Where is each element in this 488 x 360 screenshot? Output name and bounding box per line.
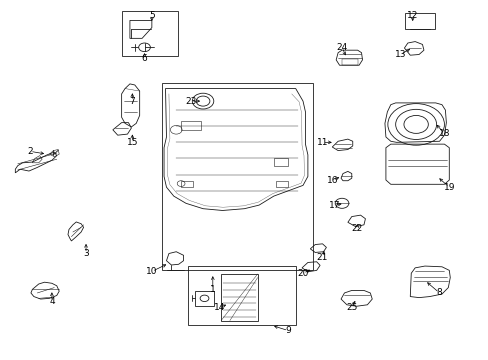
Text: 11: 11 — [316, 138, 327, 147]
Text: 25: 25 — [346, 303, 357, 312]
Text: 8: 8 — [436, 288, 442, 297]
Bar — [181, 181, 193, 187]
Text: 21: 21 — [316, 253, 327, 262]
Text: 22: 22 — [350, 224, 362, 233]
Text: 24: 24 — [336, 43, 347, 52]
Text: 3: 3 — [83, 249, 89, 258]
Text: 18: 18 — [438, 129, 449, 138]
Text: 1: 1 — [209, 285, 215, 294]
Bar — [221, 274, 257, 320]
Bar — [181, 121, 200, 130]
Text: 19: 19 — [443, 183, 454, 192]
Text: 12: 12 — [406, 10, 418, 19]
Text: 6: 6 — [142, 54, 147, 63]
Text: 23: 23 — [185, 96, 196, 105]
Text: 17: 17 — [328, 201, 340, 210]
Bar — [341, 59, 357, 64]
Text: 20: 20 — [297, 269, 308, 278]
Text: 4: 4 — [49, 297, 55, 306]
Bar — [194, 291, 214, 306]
Bar — [273, 158, 288, 166]
Bar — [161, 83, 312, 270]
Text: 10: 10 — [146, 267, 157, 276]
Text: 15: 15 — [126, 138, 138, 147]
Bar — [405, 13, 434, 29]
Text: 7: 7 — [129, 96, 135, 105]
Text: 9: 9 — [285, 326, 291, 335]
Bar — [188, 266, 295, 325]
Text: 2: 2 — [27, 147, 33, 156]
Text: 13: 13 — [394, 50, 406, 59]
Text: 14: 14 — [214, 303, 225, 312]
Text: 5: 5 — [149, 10, 154, 19]
Bar — [276, 181, 288, 187]
Text: 16: 16 — [326, 176, 337, 185]
Bar — [122, 12, 177, 56]
